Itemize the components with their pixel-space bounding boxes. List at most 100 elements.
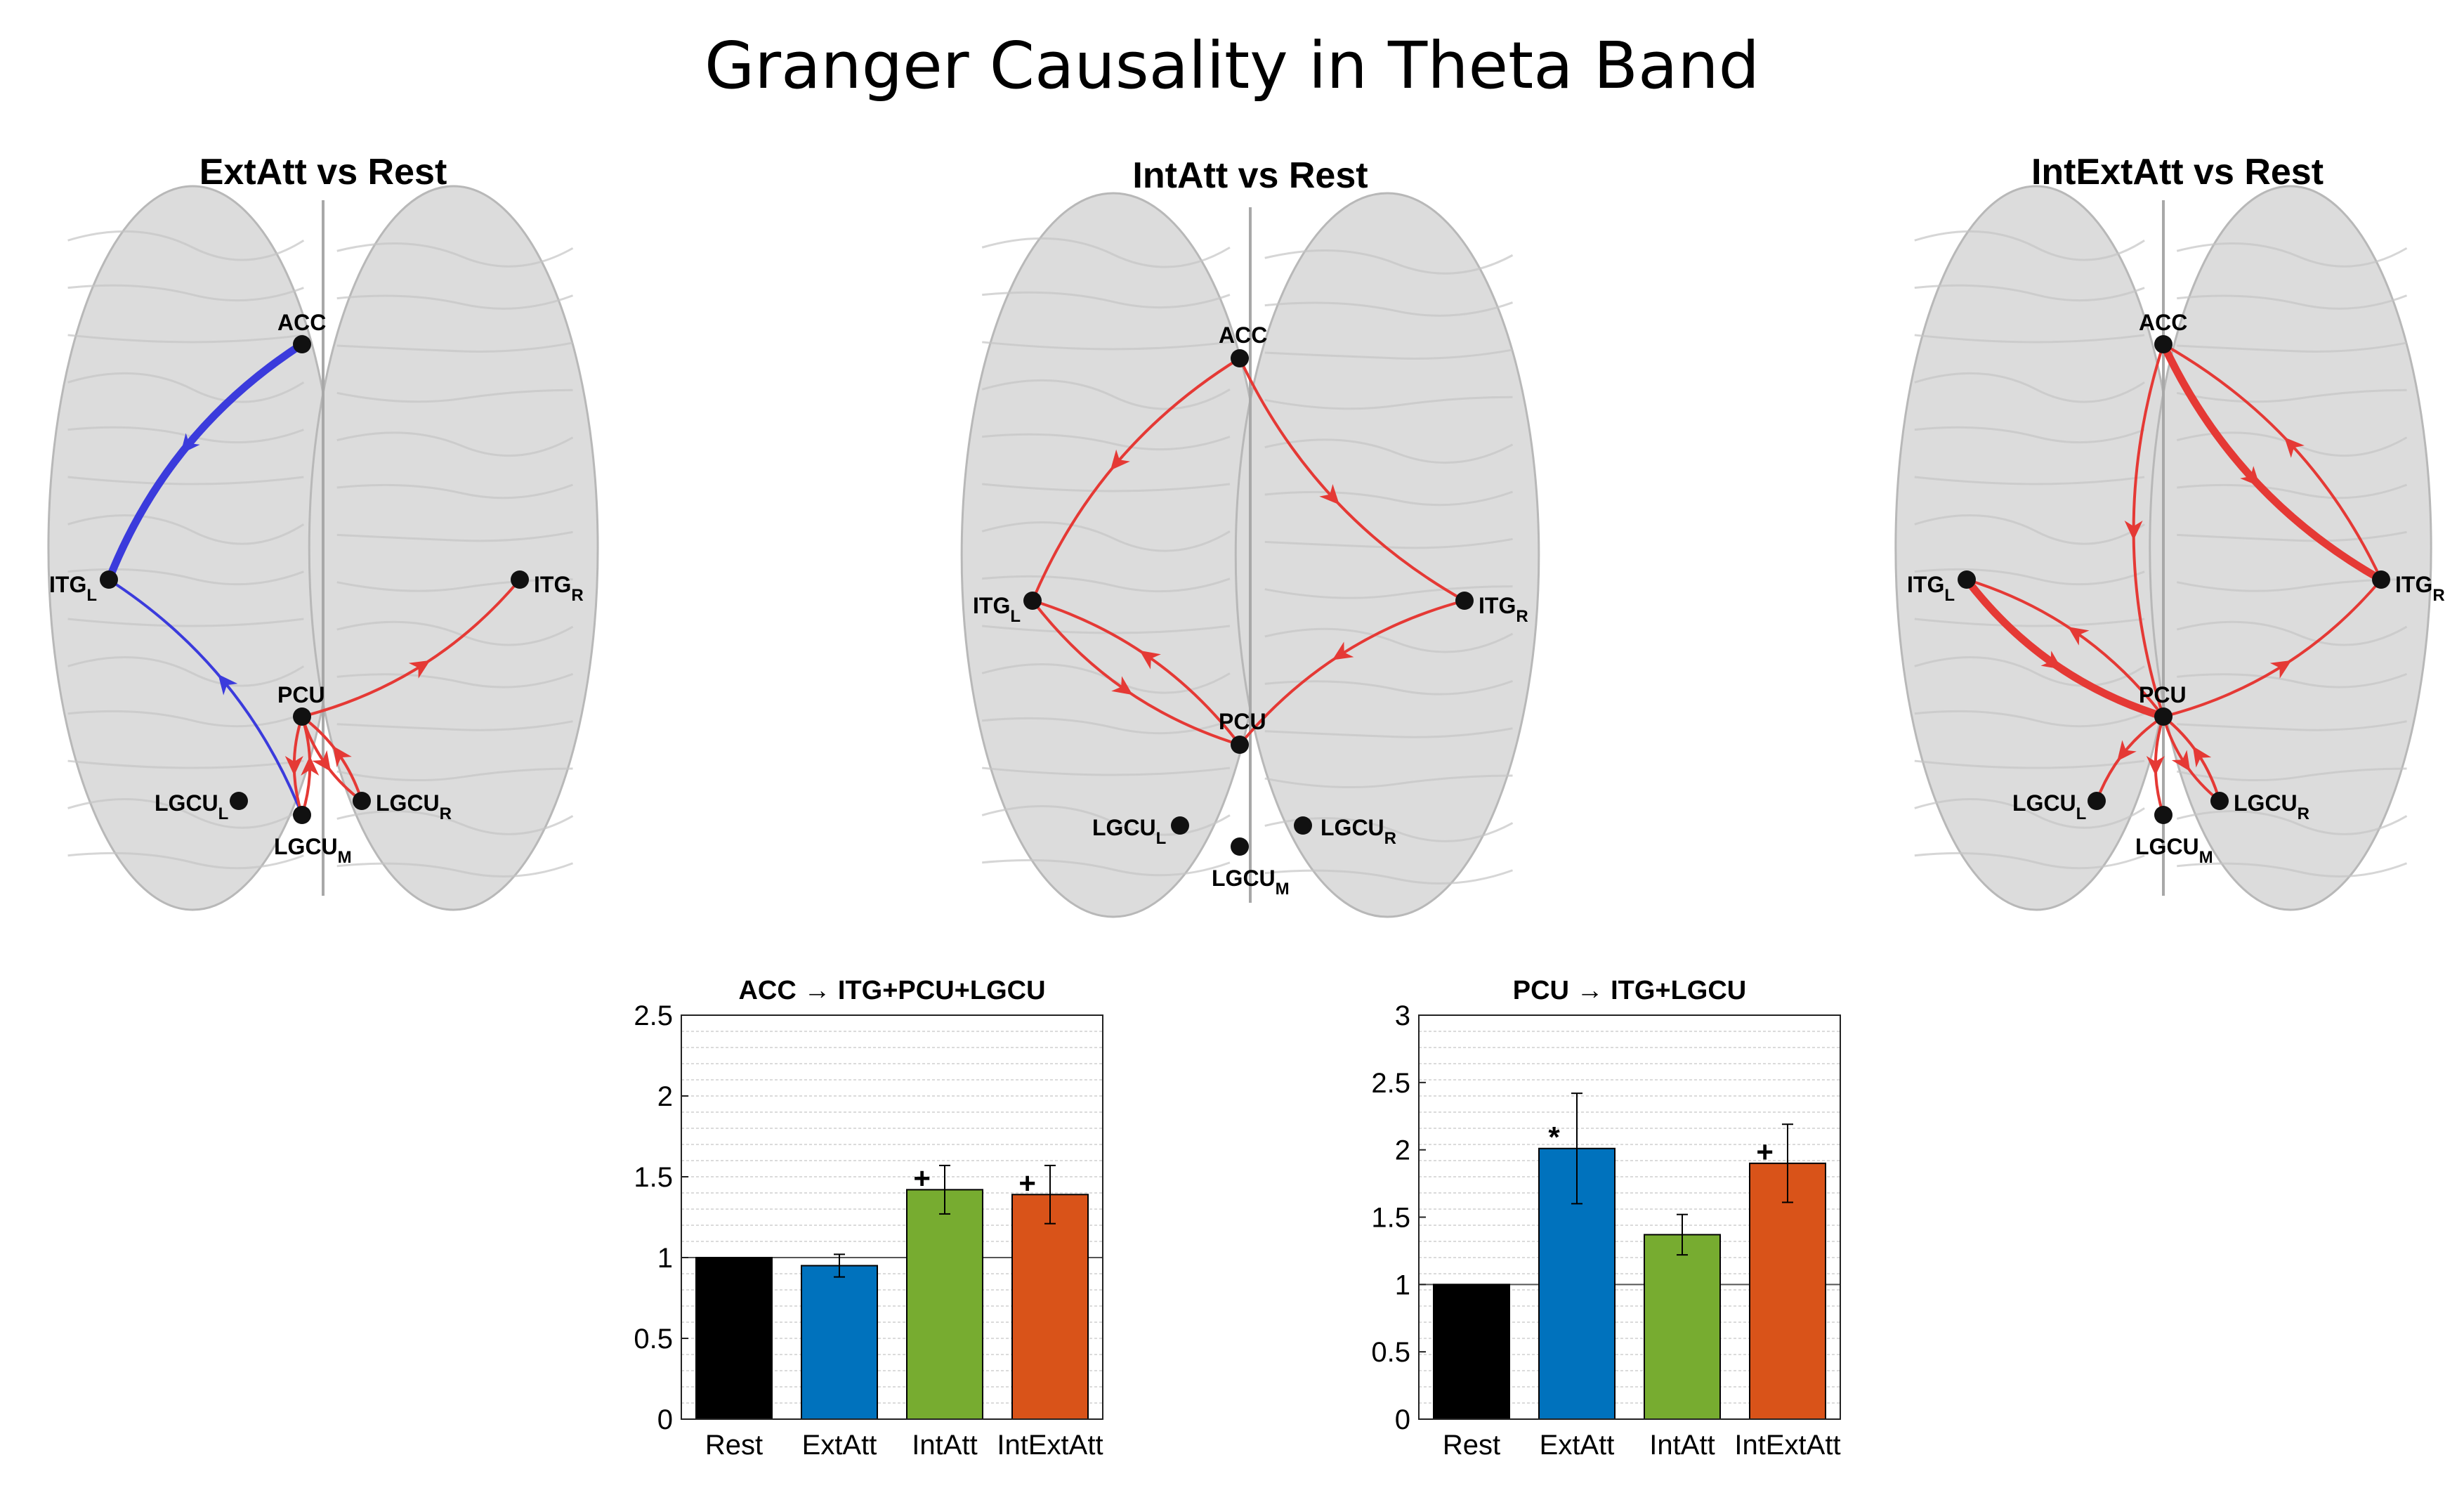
- edge-acc-to-pcu: [2124, 343, 2165, 718]
- node-lgcum: LGCUM: [274, 806, 352, 867]
- gyrus-line: [1264, 679, 1514, 696]
- edge-pcu-to-itgr: [2162, 578, 2383, 718]
- node-marker: [2154, 707, 2173, 726]
- y-tick-label: 1.5: [1371, 1203, 1410, 1234]
- significance-marker: +: [1756, 1135, 1774, 1168]
- node-label-subscript: R: [571, 586, 583, 605]
- network-panel-intatt: IntAtt vs Rest ACC ITGL ITGR PCU LGCUL LGCUM L…: [941, 155, 1559, 934]
- edge-lgcur-to-pcu: [2162, 715, 2221, 802]
- error-bar: [834, 1253, 845, 1278]
- node-label: LGCUM: [1212, 866, 1290, 899]
- axes-box: [681, 1014, 1103, 1420]
- gyrus-line: [67, 798, 305, 829]
- edge-itgl-to-pcu: [1962, 575, 2168, 721]
- gyrus-line: [981, 237, 1231, 268]
- gyrus-line: [981, 521, 1231, 552]
- x-tick-label: IntExtAtt: [1734, 1430, 1840, 1461]
- gyrus-line: [982, 341, 1231, 351]
- gyrus-line: [336, 530, 573, 542]
- node-marker: [230, 792, 248, 810]
- gyrus-line: [2176, 767, 2407, 782]
- edge-arrowhead: [2192, 745, 2212, 768]
- edge-arrowhead: [218, 674, 238, 696]
- gyrus-line: [1914, 426, 2145, 444]
- edge-pcu-to-lgcur: [2162, 715, 2221, 802]
- gyrus-line: [982, 575, 1231, 593]
- gyrus-line: [1914, 710, 2145, 728]
- gyrus-line: [2176, 242, 2408, 268]
- bar-intatt: [1644, 1234, 1721, 1420]
- node-label: ITGL: [49, 572, 97, 605]
- edge-pcu-to-itgl: [1031, 599, 1241, 746]
- edge-pcu-to-itgr: [301, 578, 521, 718]
- edge-arrowhead: [2068, 627, 2090, 646]
- edge-pcu-to-lgcum: [2146, 715, 2165, 816]
- node-label-subscript: L: [1944, 586, 1955, 605]
- gyrus-line: [67, 334, 304, 344]
- right-hemisphere: [308, 185, 599, 911]
- bar-intextatt: [1749, 1162, 1826, 1420]
- gyrus-line: [1914, 568, 2145, 586]
- edge-lgcum-to-itgl: [107, 578, 303, 816]
- node-label-subscript: L: [86, 586, 97, 605]
- gyrus-line: [336, 483, 574, 500]
- gyrus-line: [1914, 514, 2145, 545]
- node-label: PCU: [277, 682, 325, 707]
- node-label-text: ACC: [2139, 310, 2187, 335]
- y-tick-label: 0: [1395, 1404, 1410, 1435]
- gyrus-line: [982, 766, 1231, 776]
- figure-title: Granger Causality in Theta Band: [704, 28, 1760, 103]
- gyrus-line: [982, 433, 1231, 451]
- edge-itgr-to-acc: [2162, 343, 2383, 581]
- significance-marker: *: [1548, 1121, 1560, 1154]
- gyrus-line: [1264, 627, 1514, 653]
- gyrus-line: [336, 720, 573, 731]
- node-label-text: LGCU: [2012, 790, 2076, 816]
- node-label-text: ITG: [2395, 572, 2432, 597]
- node-label-subscript: R: [1516, 607, 1528, 626]
- node-marker: [1231, 736, 1249, 754]
- bar-chart-acc: ACC → ITG+PCU+LGCU Rest ExtAtt + IntAtt + IntE…: [634, 976, 1103, 1461]
- node-marker: [2372, 570, 2390, 589]
- edge-arrowhead: [2284, 437, 2305, 458]
- bar-chart-pcu: PCU → ITG+LGCU Rest * ExtAtt IntAtt + IntExtAt…: [1371, 976, 1841, 1461]
- gyrus-line: [1914, 372, 2145, 403]
- gyrus-line: [336, 810, 574, 835]
- gyrus-line: [1914, 230, 2145, 261]
- edge-lgcur-to-pcu: [301, 715, 363, 802]
- node-label-text: LGCU: [1321, 815, 1384, 840]
- error-bar: [1571, 1092, 1582, 1205]
- node-label-subscript: R: [1384, 829, 1396, 848]
- edge-itgr-to-pcu: [1238, 599, 1466, 746]
- significance-marker: +: [913, 1161, 931, 1194]
- error-bar: [939, 1164, 950, 1215]
- node-label: ITGL: [1907, 572, 1955, 605]
- edge-arrowhead: [284, 756, 303, 776]
- node-label: LGCUL: [2012, 790, 2086, 823]
- gyrus-line: [336, 242, 574, 268]
- node-pcu: PCU: [277, 682, 325, 726]
- node-lgcul: LGCUL: [155, 790, 248, 823]
- gyrus-line: [1914, 798, 2145, 829]
- edge-arrowhead: [180, 433, 200, 455]
- gyrus-line: [67, 476, 304, 485]
- node-marker: [293, 806, 311, 824]
- brain-outline: [960, 192, 1540, 918]
- edge-arrowhead: [1332, 641, 1354, 660]
- node-label: ITGR: [534, 572, 584, 605]
- node-label-subscript: M: [1276, 880, 1290, 899]
- node-pcu: PCU: [1219, 709, 1266, 754]
- edge-pcu-to-lgcur: [301, 715, 363, 802]
- network-panel-extatt: ExtAtt vs Rest ACC ITGL ITGR PCU LGCUL LGCUM L…: [28, 151, 618, 917]
- node-label: ACC: [2139, 310, 2187, 335]
- edge-acc-to-itgr: [2159, 340, 2385, 584]
- node-marker: [2210, 792, 2229, 810]
- brain-outline: [1894, 185, 2432, 911]
- gyrus-line: [982, 625, 1231, 634]
- node-marker: [1231, 837, 1249, 856]
- node-label: ITGR: [2395, 572, 2444, 605]
- gyrus-line: [67, 618, 304, 627]
- node-label: PCU: [1219, 709, 1266, 734]
- node-acc: ACC: [1219, 322, 1267, 367]
- gyrus-line: [67, 514, 305, 545]
